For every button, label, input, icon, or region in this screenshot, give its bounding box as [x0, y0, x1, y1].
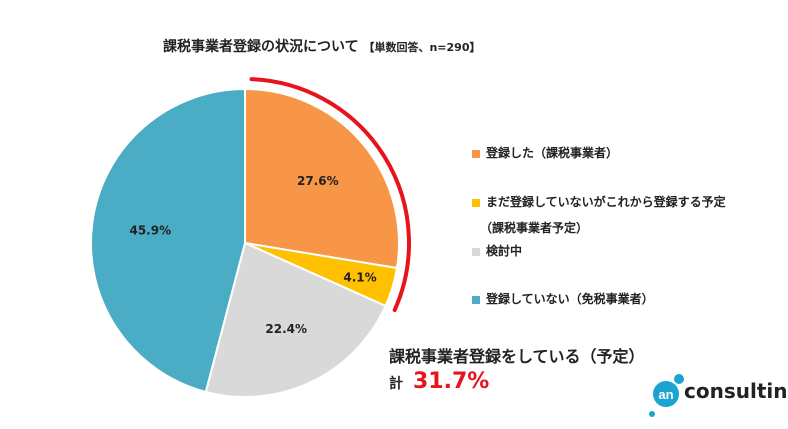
legend-label: 登録した（課税事業者）	[486, 146, 619, 160]
data-label: 27.6%	[297, 174, 339, 188]
legend-label: まだ登録していないがこれから登録する予定	[486, 195, 726, 209]
legend-label: 登録していない（免税事業者）	[486, 292, 654, 306]
pie-slice	[90, 87, 246, 394]
pie-slice	[204, 241, 387, 398]
logo-text: consulting	[684, 379, 788, 403]
total-label: 計	[389, 376, 403, 392]
legend-item-planned-line2: （課税事業者予定）	[480, 219, 588, 236]
legend-item-registered: 登録した（課税事業者）	[472, 144, 618, 161]
chart-title: 課税事業者登録の状況について 【単数回答、n=290】	[163, 36, 480, 56]
legend-label: （課税事業者予定）	[480, 221, 589, 235]
svg-text:an: an	[658, 387, 673, 402]
highlight-text: 課税事業者登録をしている（予定）	[389, 347, 645, 366]
data-label: 45.9%	[129, 224, 171, 238]
total-value: 31.7%	[413, 369, 490, 394]
highlight-total: 計 31.7%	[389, 369, 489, 394]
legend-item-planned: まだ登録していないがこれから登録する予定	[472, 193, 726, 210]
legend-item-considering: 検討中	[472, 242, 522, 259]
logo-mark-icon: an	[649, 374, 684, 417]
title-text: 課税事業者登録の状況について	[163, 39, 359, 55]
pie-slice	[244, 87, 400, 270]
legend-label: 検討中	[486, 244, 523, 258]
data-label: 22.4%	[265, 322, 307, 336]
highlight-arc	[249, 77, 411, 313]
legend-swatch	[472, 198, 480, 207]
legend-swatch	[472, 149, 480, 158]
subtitle-text: 【単数回答、n=290】	[363, 41, 481, 54]
legend-swatch	[472, 247, 480, 256]
data-label: 4.1%	[343, 271, 376, 285]
legend-item-not-registered: 登録していない（免税事業者）	[472, 290, 654, 307]
legend-swatch	[472, 295, 480, 304]
